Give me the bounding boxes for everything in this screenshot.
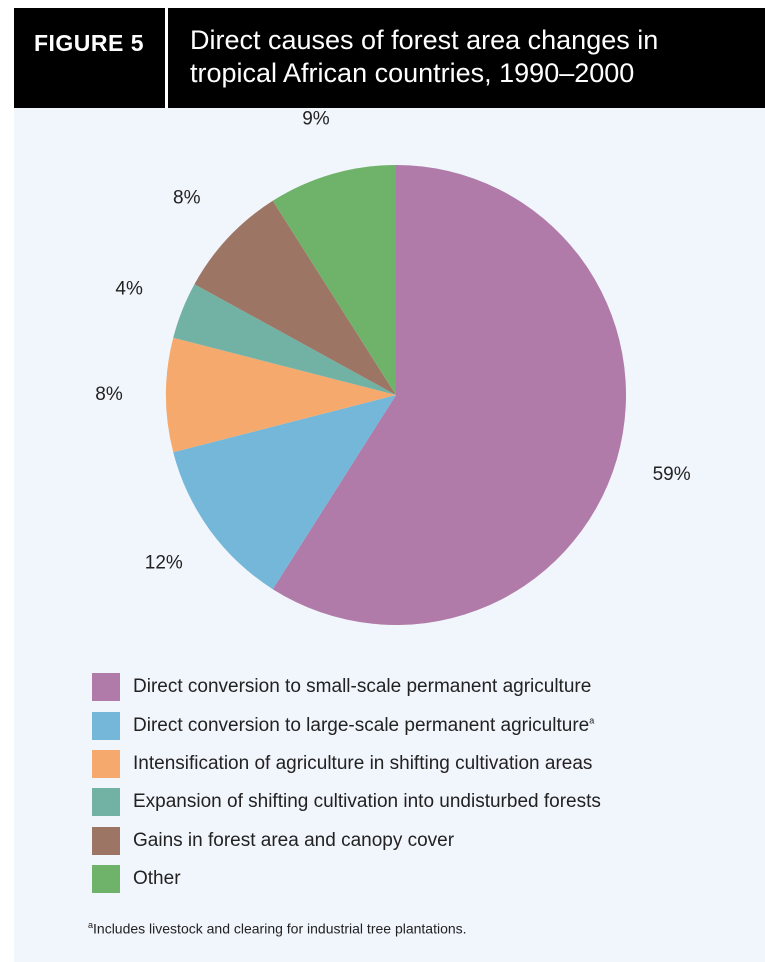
legend-swatch-6 [92,865,120,894]
legend-label-5: Gains in forest area and canopy cover [133,829,455,851]
legend-swatch-3 [92,749,120,778]
slice-label-6: 9% [302,108,330,129]
pie-slice-5 [194,200,396,395]
legend-label-4: Expansion of shifting cultivation into u… [133,791,601,813]
legend-swatch-2 [92,711,120,740]
legend-label-1: Direct conversion to small-scale permane… [133,676,592,698]
title-line-1: Direct causes of forest area changes in [190,25,659,55]
footnote: aIncludes livestock and clearing for ind… [88,920,467,937]
legend-item-1: Direct conversion to small-scale permane… [92,668,601,706]
footnote-mark: a [88,920,94,930]
figure-title: Direct causes of forest area changes in … [190,24,750,90]
legend-item-6: Other [92,860,601,898]
pie-slice-1 [272,165,626,625]
pie-labels: 59% 12% 8% 4% 8% 9% [95,108,690,573]
slice-label-5: 8% [173,188,201,209]
slice-label-2: 12% [145,553,183,574]
legend-item-4: Expansion of shifting cultivation into u… [92,783,601,821]
legend-footnote-mark: a [589,715,595,726]
legend: Direct conversion to small-scale permane… [92,668,601,898]
figure-frame: FIGURE 5 Direct causes of forest area ch… [14,8,765,962]
footnote-text: Includes livestock and clearing for indu… [93,920,467,937]
pie-chart: 59% 12% 8% 4% 8% 9% [95,108,691,625]
pie-slices [166,165,626,625]
legend-item-2: Direct conversion to large-scale permane… [92,706,601,744]
slice-label-1: 59% [653,464,691,485]
title-line-2: tropical African countries, 1990–2000 [190,58,635,88]
pie-slice-2 [173,395,396,590]
pie-slice-6 [272,165,396,395]
figure-header: FIGURE 5 Direct causes of forest area ch… [14,8,765,108]
legend-swatch-5 [92,826,120,855]
pie-slice-4 [173,284,396,395]
slice-label-3: 8% [95,384,123,405]
figure-label: FIGURE 5 [33,30,145,56]
legend-label-2: Direct conversion to large-scale permane… [133,714,595,736]
legend-swatch-4 [92,788,120,817]
slice-label-4: 4% [115,278,143,299]
legend-label-3: Intensification of agriculture in shifti… [133,752,593,774]
legend-swatch-1 [92,673,120,702]
pie-slice-3 [166,337,396,453]
legend-item-3: Intensification of agriculture in shifti… [92,745,601,783]
header-divider [165,8,168,108]
legend-label-6: Other [133,868,181,890]
legend-item-5: Gains in forest area and canopy cover [92,822,601,860]
